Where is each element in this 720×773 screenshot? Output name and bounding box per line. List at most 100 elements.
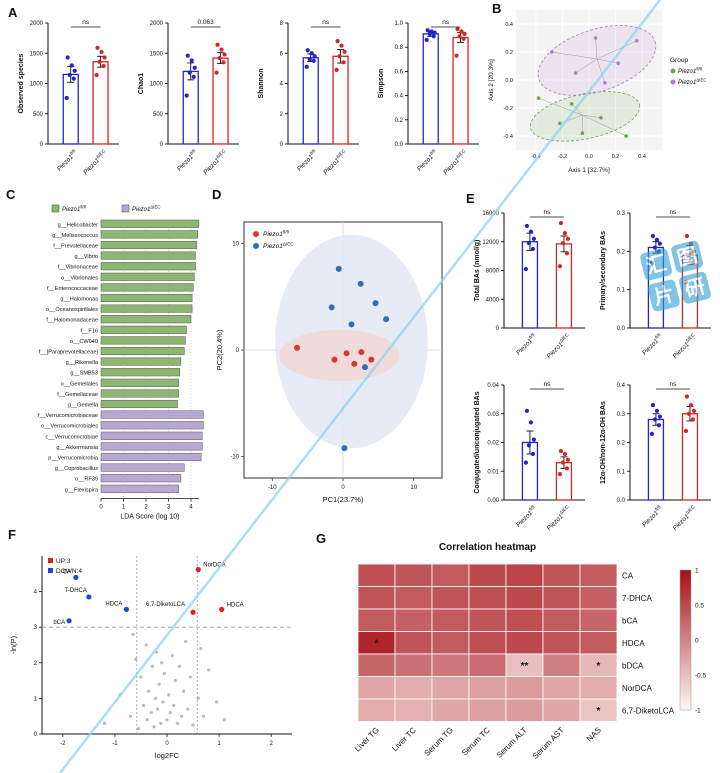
data-point — [523, 266, 529, 272]
taxon-label: o__Verrucomicrobiales — [41, 424, 98, 430]
data-point — [429, 29, 434, 34]
alpha-diversity-chart-3: 0.00.20.40.60.81.0SimpsonPiezo1fl/flPiez… — [378, 19, 479, 176]
ns-point — [168, 711, 172, 715]
taxon-label: g__Flexispira — [65, 487, 99, 493]
heatmap-cell — [579, 563, 618, 587]
taxon-label: g__Rikenella — [66, 360, 99, 366]
x-group-label: Piezo1ΔIEC — [321, 148, 349, 176]
row-label: CA — [622, 571, 634, 580]
y-tick-label: 0.00 — [487, 498, 499, 504]
bar — [302, 57, 319, 145]
data-point — [656, 423, 662, 428]
data-point — [219, 47, 224, 52]
tspan: fl/fl — [283, 229, 289, 234]
row-label: HDCA — [622, 639, 645, 648]
data-point — [654, 408, 660, 413]
significance-mark: * — [597, 661, 601, 672]
data-point — [214, 70, 219, 75]
tspan: Piezo1 — [56, 153, 75, 172]
ns-point — [186, 707, 190, 711]
heatmap-cell — [468, 563, 507, 587]
ns-point — [118, 693, 122, 697]
taxon-label: f__Gemellaceae — [57, 392, 98, 398]
data-point — [305, 48, 310, 53]
sample-point — [599, 116, 603, 120]
y-tick-label: 0.4 — [505, 22, 513, 28]
x-group-label: Piezo1ΔIEC — [201, 148, 229, 176]
tspan: Piezo1 — [641, 337, 660, 356]
y-tick-label: 2 — [280, 112, 284, 118]
taxon-bar — [100, 357, 182, 366]
heatmap-cell — [394, 698, 433, 722]
column-label: NAS — [585, 726, 603, 744]
y-tick-label: 500 — [153, 112, 164, 118]
y-tick-label: 0.4 — [617, 383, 626, 389]
data-point — [221, 60, 226, 65]
legend-marker — [253, 243, 259, 249]
data-point — [72, 68, 77, 73]
panel-f-volcano-plot: 0 1 2 3 4 -2 -1 0 1 2 CA T-DHCA bCA HDCA NorDCA 6,7-Dik… — [6, 538, 304, 764]
y-tick-label: 0.02 — [487, 441, 499, 447]
data-point — [528, 229, 534, 234]
y-tick-label: 0.3 — [617, 211, 626, 217]
y-tick-label: 0.2 — [505, 50, 513, 56]
tspan: Piezo1 — [672, 341, 691, 360]
heatmap-cell — [505, 563, 544, 587]
tspan: Piezo1 — [263, 231, 283, 238]
tspan: Piezo1 — [672, 513, 691, 532]
taxon-bar — [100, 346, 185, 356]
x-group-label: Piezo1fl/fl — [640, 504, 664, 528]
taxon-bar — [100, 304, 193, 313]
taxon-bar — [100, 293, 193, 303]
sig-label: ns — [82, 19, 90, 26]
data-point — [526, 241, 532, 246]
data-point — [657, 414, 663, 419]
ns-point — [147, 689, 151, 693]
heatmap-cell — [579, 631, 618, 655]
tspan: fl/fl — [654, 504, 662, 512]
taxon-label: f__Halomonadaceae — [46, 318, 98, 324]
y-tick-label: 4 — [280, 82, 284, 88]
taxon-bar — [100, 463, 185, 472]
bar — [62, 73, 79, 145]
taxon-bar — [100, 368, 180, 377]
y-tick-label: 0.0 — [505, 78, 513, 84]
tspan: ΔIEC — [95, 148, 107, 160]
tspan: ΔIEC — [684, 504, 696, 516]
data-point — [459, 29, 464, 34]
data-point — [311, 58, 316, 63]
row-label: 7-DHCA — [622, 594, 652, 603]
bar — [452, 36, 469, 145]
sample-point — [351, 360, 358, 367]
data-point — [558, 449, 564, 454]
ns-point — [153, 696, 158, 700]
taxon-label: f__Vibrionaceae — [58, 265, 98, 271]
data-point — [526, 443, 532, 448]
heatmap-cell — [468, 631, 507, 655]
heatmap-cell — [579, 608, 618, 632]
y-axis-title: Chao1 — [138, 73, 145, 95]
legend-label: Piezo1ΔIEC — [132, 204, 160, 213]
x-tick-label: -2 — [60, 741, 66, 747]
ns-point — [131, 632, 135, 636]
bar — [681, 413, 699, 501]
heatmap-cell — [542, 676, 581, 700]
ns-point — [161, 700, 165, 704]
tspan: Piezo1 — [176, 153, 195, 172]
tspan: ΔIEC — [215, 148, 227, 160]
tspan: fl/fl — [528, 504, 536, 512]
x-tick-label: 0 — [99, 505, 103, 511]
ns-point — [134, 657, 138, 661]
heatmap-cell — [431, 653, 470, 677]
x-axis-title: LDA Score (log 10) — [120, 514, 179, 521]
data-point — [652, 417, 658, 422]
y-axis-title: Conjugated/unconjugated BAs — [474, 391, 481, 493]
y-tick-label: 2000 — [30, 21, 44, 27]
y-tick-label: 0 — [280, 142, 284, 148]
sig-label: ns — [669, 381, 677, 388]
data-point — [657, 241, 663, 246]
bar — [647, 418, 665, 501]
data-point — [650, 403, 656, 408]
